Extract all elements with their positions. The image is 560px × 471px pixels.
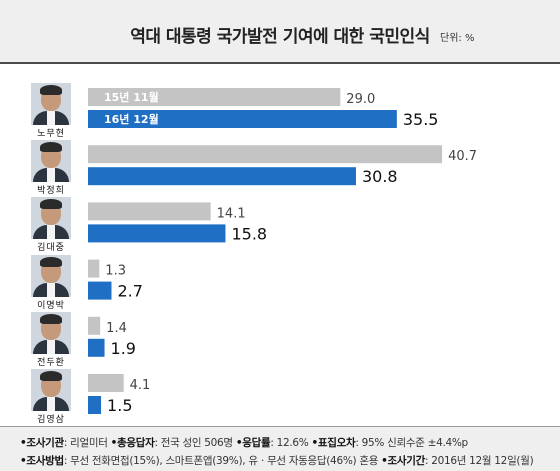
value-label: 29.0 — [346, 92, 375, 107]
president-name-label: 박정희 — [37, 186, 65, 197]
title-band — [0, 0, 560, 62]
footer: •조사기관: 리얼미터 •총응답자: 전국 성인 506명 •응답률: 12.6… — [0, 427, 560, 471]
president-name-label: 노무현 — [37, 129, 65, 139]
portrait-icon — [31, 369, 71, 411]
value-label: 1.9 — [111, 339, 136, 358]
legend-label: 15년 11월 — [104, 90, 159, 104]
bar-dec-2016 — [88, 396, 102, 414]
value-label: 15.8 — [231, 224, 267, 243]
footer-value-period: : 2016년 12월 12일(월) — [424, 455, 534, 467]
bar-dec-2016 — [88, 281, 112, 300]
bottom-rule — [0, 426, 560, 427]
value-label: 1.3 — [105, 264, 126, 279]
bar-nov-2015 — [88, 316, 101, 335]
footer-line-1: •조사기관: 리얼미터 •총응답자: 전국 성인 506명 •응답률: 12.6… — [20, 435, 468, 450]
president-name-label: 김대중 — [37, 243, 65, 254]
bar-nov-2015 — [88, 374, 124, 392]
portrait-icon — [31, 83, 71, 125]
value-label: 30.8 — [362, 167, 398, 186]
value-label: 1.4 — [106, 321, 127, 336]
value-label: 14.1 — [217, 206, 246, 221]
portrait-icon — [31, 254, 71, 297]
footer-key-agency: •조사기관 — [20, 437, 64, 449]
bar-dec-2016 — [88, 110, 397, 128]
footer-key-period: •조사기간 — [381, 455, 425, 467]
value-label: 4.1 — [130, 378, 151, 393]
bar-nov-2015 — [88, 259, 100, 278]
value-label: 35.5 — [403, 110, 439, 129]
portrait-icon — [31, 311, 71, 354]
footer-line-2: •조사방법: 무선 전화면접(15%), 스마트폰앱(39%), 유ㆍ무선 자동… — [20, 453, 534, 468]
president-name-label: 김영삼 — [37, 415, 65, 425]
president-name-label: 이명박 — [37, 300, 65, 311]
footer-value-method: : 무선 전화면접(15%), 스마트폰앱(39%), 유ㆍ무선 자동응답(46… — [63, 455, 382, 467]
bar-nov-2015 — [88, 88, 341, 106]
value-label: 2.7 — [117, 282, 142, 301]
footer-key-respondents: •총응답자 — [110, 437, 155, 449]
footer-value-margin: : 95% 신뢰수준 ±4.4%p — [355, 437, 468, 449]
footer-value-respondents: : 전국 성인 506명 — [154, 437, 236, 449]
bar-nov-2015 — [88, 145, 443, 164]
president-name-label: 전두환 — [37, 357, 65, 368]
top-rule — [0, 62, 560, 64]
unit-label: 단위: % — [440, 33, 475, 44]
chart-title: 역대 대통령 국가발전 기여에 대한 국민인식 — [130, 27, 430, 47]
value-label: 40.7 — [448, 149, 477, 164]
portrait-icon — [31, 197, 71, 240]
legend-label: 16년 12월 — [104, 112, 159, 126]
footer-key-response-rate: •응답률 — [235, 437, 271, 449]
footer-value-response-rate: : 12.6% — [270, 437, 312, 449]
footer-key-method: •조사방법 — [20, 455, 64, 467]
value-label: 1.5 — [107, 396, 132, 415]
footer-value-agency: : 리얼미터 — [63, 437, 111, 449]
bar-dec-2016 — [88, 338, 105, 357]
bar-dec-2016 — [88, 224, 226, 243]
portrait-icon — [31, 140, 71, 183]
bar-dec-2016 — [88, 167, 356, 186]
footer-key-margin: •표집오차 — [311, 437, 356, 449]
bar-nov-2015 — [88, 202, 211, 221]
